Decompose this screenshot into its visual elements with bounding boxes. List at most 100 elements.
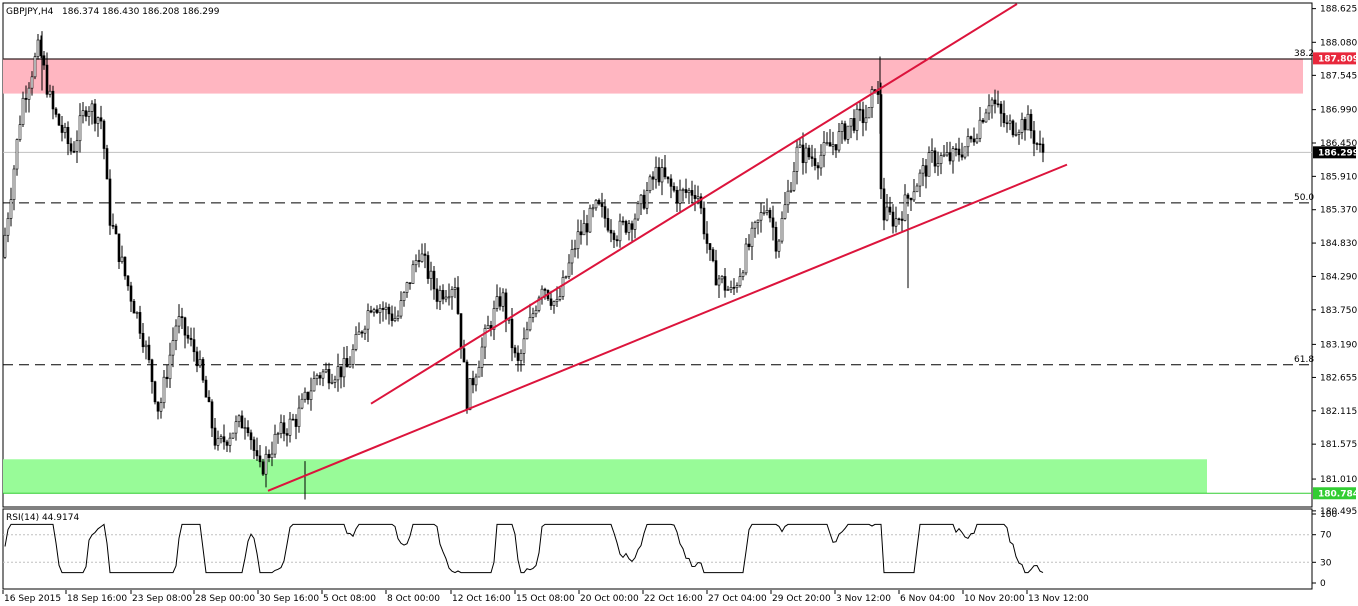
ohlc-readout: 186.374 186.430 186.208 186.299 xyxy=(62,7,220,17)
candle-body xyxy=(984,112,988,123)
candle-body xyxy=(123,256,127,277)
candle-body xyxy=(150,359,154,382)
candle-body xyxy=(183,317,187,336)
candle-body xyxy=(135,312,139,314)
candle-body xyxy=(399,300,403,317)
rsi-title: RSI(14) 44.9174 xyxy=(6,513,79,523)
candle-body xyxy=(99,117,103,122)
candle-body xyxy=(111,225,115,227)
candle-body xyxy=(537,297,541,311)
candle-body xyxy=(882,188,886,221)
candle-body xyxy=(519,353,523,361)
candle-body xyxy=(687,190,691,193)
candle-body xyxy=(570,249,574,264)
candle-body xyxy=(579,231,583,236)
candle-body xyxy=(177,316,181,327)
candle-body xyxy=(450,289,454,298)
resistance-price-tag-text: 187.809 xyxy=(1318,54,1358,64)
candle-body xyxy=(912,191,916,201)
candle-body xyxy=(867,107,871,119)
candle-body xyxy=(699,196,703,209)
candle-body xyxy=(345,358,349,368)
candle-body xyxy=(822,142,826,156)
candle-body xyxy=(441,290,445,300)
candle-body xyxy=(774,227,778,252)
candle-body xyxy=(372,309,376,313)
candle-body xyxy=(504,292,508,320)
time-tick-label: 5 Oct 08:00 xyxy=(323,594,376,604)
candle-body xyxy=(192,339,196,353)
candle-body xyxy=(918,172,922,187)
candle-body xyxy=(753,222,757,229)
candle-body xyxy=(888,206,892,213)
candle-body xyxy=(678,189,682,204)
candle-body xyxy=(189,337,193,340)
candle-body xyxy=(702,207,706,235)
candle-body xyxy=(471,378,475,386)
candle-body xyxy=(810,156,814,159)
candle-body xyxy=(840,123,844,132)
candle-body xyxy=(300,398,304,409)
candle-body xyxy=(228,437,232,446)
candle-body xyxy=(81,110,85,117)
candle-body xyxy=(264,453,268,475)
candle-body xyxy=(57,114,61,126)
candle-body xyxy=(216,438,220,446)
candle-body xyxy=(78,115,82,142)
candle-body xyxy=(474,376,478,386)
candle-body xyxy=(603,206,607,219)
current-price-tag-text: 186.299 xyxy=(1318,148,1358,158)
candle-body xyxy=(996,103,1000,106)
price-tick-label: 183.750 xyxy=(1320,306,1357,316)
candle-body xyxy=(903,194,907,221)
channel-trendline[interactable] xyxy=(267,163,1068,492)
candle-body xyxy=(108,178,112,226)
candle-body xyxy=(411,264,415,284)
candle-body xyxy=(480,346,484,368)
candle-body xyxy=(303,391,307,400)
candle-body xyxy=(255,450,259,457)
candle-body xyxy=(561,277,565,297)
candle-body xyxy=(9,199,13,219)
candle-body xyxy=(864,117,868,124)
candle-body xyxy=(252,439,256,451)
candle-body xyxy=(225,441,229,446)
candle-body xyxy=(483,328,487,348)
candle-body xyxy=(87,111,91,117)
channel-trendline[interactable] xyxy=(370,3,1018,405)
candle-body xyxy=(576,231,580,249)
candle-body xyxy=(525,329,529,340)
candle-body xyxy=(825,142,829,144)
candle-body xyxy=(669,178,673,187)
candle-body xyxy=(684,189,688,193)
candle-body xyxy=(633,218,637,230)
candle-body xyxy=(696,196,700,199)
candle-body xyxy=(33,56,37,78)
resistance-price-tag xyxy=(1313,52,1356,65)
candle-body xyxy=(846,125,850,140)
candle-body xyxy=(93,103,97,124)
candle-body xyxy=(285,433,289,436)
candle-body xyxy=(594,200,598,209)
candle-body xyxy=(297,407,301,427)
candle-body xyxy=(1020,119,1024,133)
rsi-chart-area[interactable] xyxy=(2,508,1313,590)
candle-body xyxy=(369,310,373,313)
candle-body xyxy=(747,243,751,247)
candle-body xyxy=(1005,122,1009,125)
candle-body xyxy=(420,253,424,262)
candle-body xyxy=(231,432,235,439)
time-tick-label: 29 Oct 20:00 xyxy=(772,594,831,604)
candle-body xyxy=(780,218,784,242)
candle-body xyxy=(294,418,298,427)
candle-body xyxy=(27,87,31,100)
candle-body xyxy=(915,185,919,193)
candle-body xyxy=(51,90,55,110)
candle-body xyxy=(762,212,766,214)
candle-body xyxy=(129,285,133,302)
candle-body xyxy=(624,221,628,233)
price-tick-label: 181.575 xyxy=(1320,440,1357,450)
candle-body xyxy=(132,300,136,314)
candle-body xyxy=(879,94,883,190)
